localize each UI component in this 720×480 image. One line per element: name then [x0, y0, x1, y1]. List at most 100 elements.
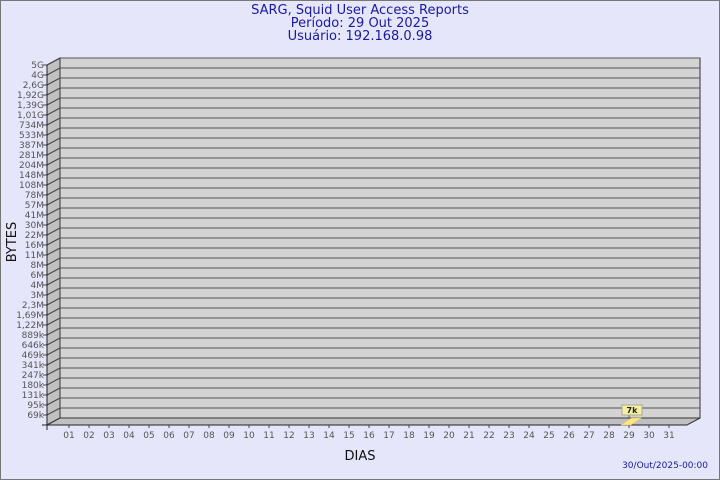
- y-tick-label: 5G: [31, 61, 44, 71]
- x-tick-label: 07: [183, 431, 194, 441]
- y-tick-label: 469k: [22, 351, 45, 361]
- y-tick-label: 889k: [22, 331, 45, 341]
- gridline-depth: [46, 157, 61, 166]
- gridline-depth: [46, 257, 61, 266]
- gridline-depth: [46, 227, 61, 236]
- x-tick-label: 28: [603, 431, 615, 441]
- gridline-depth: [46, 77, 61, 86]
- gridline-depth: [46, 107, 61, 116]
- y-tick-label: 247k: [22, 371, 45, 381]
- x-tick-label: 27: [583, 431, 594, 441]
- x-tick-label: 14: [323, 431, 335, 441]
- gridline-depth: [46, 387, 61, 396]
- y-tick-label: 22M: [25, 231, 44, 241]
- y-tick-label: 131k: [22, 391, 45, 401]
- gridline-depth: [46, 147, 61, 156]
- y-tick-label: 78M: [25, 191, 44, 201]
- x-tick-label: 03: [103, 431, 114, 441]
- gridline-depth: [46, 117, 61, 126]
- y-tick-label: 2,6G: [23, 81, 44, 91]
- gridline-depth: [46, 87, 61, 96]
- gridline-depth: [46, 287, 61, 296]
- gridline-depth: [46, 407, 61, 416]
- y-tick-label: 148M: [19, 171, 44, 181]
- x-tick-label: 05: [143, 431, 154, 441]
- gridline-depth: [46, 367, 61, 376]
- x-tick-label: 12: [283, 431, 294, 441]
- y-tick-label: 6M: [31, 271, 45, 281]
- x-tick-label: 06: [163, 431, 175, 441]
- x-tick-label: 25: [543, 431, 554, 441]
- data-label-box: [621, 404, 643, 416]
- gridline-depth: [46, 397, 61, 406]
- y-tick-label: 341k: [22, 361, 45, 371]
- x-tick-label: 20: [443, 431, 455, 441]
- y-tick-label: 4M: [31, 281, 45, 291]
- y-tick-label: 95k: [27, 401, 44, 411]
- x-tick-label: 08: [203, 431, 215, 441]
- gridline-depth: [46, 357, 61, 366]
- x-axis-title: DIAS: [345, 449, 376, 464]
- x-tick-label: 01: [63, 431, 74, 441]
- gridline-depth: [46, 97, 61, 106]
- y-tick-label: 3M: [31, 291, 45, 301]
- bar: [620, 417, 643, 426]
- gridline-depth: [46, 317, 61, 326]
- gridline-depth: [46, 237, 61, 246]
- gridline-depth: [46, 177, 61, 186]
- y-axis-title: BYTES: [5, 222, 20, 263]
- y-tick-label: 11M: [25, 251, 44, 261]
- report-timestamp: 30/Out/2025-00:00: [622, 461, 708, 471]
- y-tick-label: 16M: [25, 241, 44, 251]
- gridline-depth: [46, 337, 61, 346]
- x-tick-label: 18: [403, 431, 415, 441]
- x-tick-label: 30: [643, 431, 655, 441]
- gridline-depth: [46, 137, 61, 146]
- gridline-depth: [46, 187, 61, 196]
- x-tick-label: 22: [483, 431, 494, 441]
- x-tick-label: 29: [623, 431, 635, 441]
- y-tick-label: 1,01G: [17, 111, 44, 121]
- x-tick-label: 26: [563, 431, 575, 441]
- x-tick-label: 02: [83, 431, 94, 441]
- x-tick-label: 31: [663, 431, 674, 441]
- y-tick-label: 646k: [22, 341, 45, 351]
- gridline-depth: [46, 247, 61, 256]
- y-tick-label: 1,39G: [17, 101, 44, 111]
- y-tick-label: 204M: [19, 161, 44, 171]
- y-tick-label: 1,22M: [16, 321, 44, 331]
- gridline-depth: [46, 277, 61, 286]
- y-tick-label: 4G: [31, 71, 44, 81]
- y-tick-label: 180k: [22, 381, 45, 391]
- y-tick-label: 734M: [19, 121, 44, 131]
- y-tick-label: 533M: [19, 131, 44, 141]
- y-tick-label: 41M: [25, 211, 44, 221]
- y-tick-label: 387M: [19, 141, 44, 151]
- x-tick-label: 19: [423, 431, 435, 441]
- y-tick-label: 281M: [19, 151, 44, 161]
- x-tick-label: 17: [383, 431, 394, 441]
- gridline-depth: [46, 207, 61, 216]
- y-tick-label: 69k: [27, 411, 44, 421]
- x-tick-label: 13: [303, 431, 314, 441]
- gridline-depth: [46, 127, 61, 136]
- x-tick-label: 23: [503, 431, 514, 441]
- floor: [46, 417, 701, 426]
- x-tick-label: 16: [363, 431, 375, 441]
- gridline-depth: [46, 167, 61, 176]
- gridline-depth: [46, 67, 61, 76]
- x-tick-label: 04: [123, 431, 135, 441]
- y-tick-label: 8M: [31, 261, 45, 271]
- gridline-depth: [46, 327, 61, 336]
- y-tick-label: 57M: [25, 201, 44, 211]
- x-tick-label: 09: [223, 431, 235, 441]
- y-tick-label: 30M: [25, 221, 44, 231]
- data-label: 7k: [627, 406, 639, 415]
- y-tick-label: 1,69M: [16, 311, 44, 321]
- y-tick-label: 1,92G: [17, 91, 44, 101]
- gridline-depth: [46, 297, 61, 306]
- gridline-depth: [46, 57, 61, 66]
- x-tick-label: 21: [463, 431, 474, 441]
- y-tick-label: 2,3M: [22, 301, 44, 311]
